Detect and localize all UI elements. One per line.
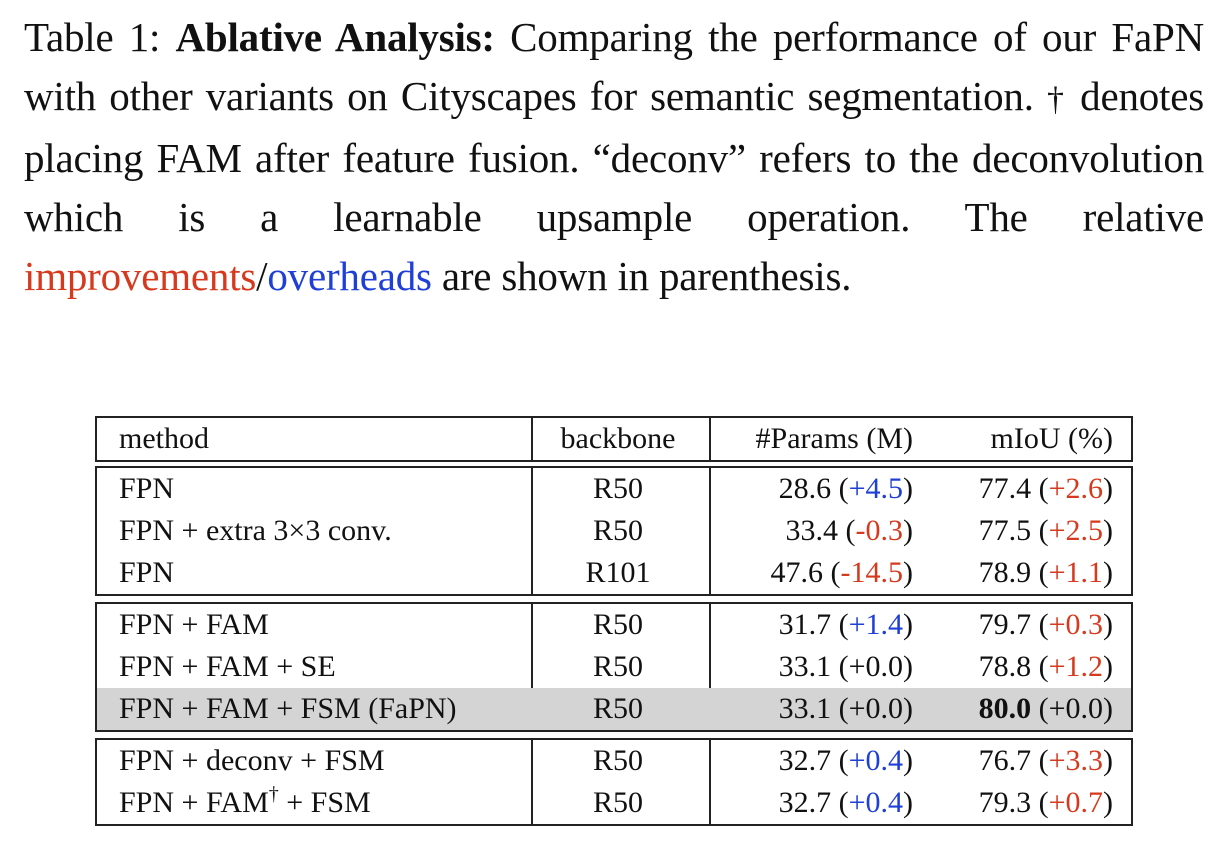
table-group-2: FPN + FAM R50 31.7 (+1.4) 79.7 (+0.3) FP… <box>95 602 1133 732</box>
miou-delta: +2.5 <box>1048 514 1103 547</box>
cell-method: FPN + FAM† + FSM <box>119 783 371 819</box>
caption-slash: / <box>256 253 268 299</box>
cell-method: FPN <box>119 556 175 589</box>
header-params: #Params (M) <box>755 422 913 455</box>
caption-dagger: † <box>1046 81 1067 118</box>
best-miou: 80.0 <box>978 692 1032 725</box>
miou-delta: +0.7 <box>1048 786 1103 819</box>
table-row: FPN + FAM† + FSM R50 32.7 (+0.4) 79.3 (+… <box>97 782 1131 824</box>
table-header: method backbone #Params (M) mIoU (%) <box>95 416 1133 462</box>
header-miou: mIoU (%) <box>990 422 1113 455</box>
table-caption: Table 1: Ablative Analysis: Comparing th… <box>24 8 1204 306</box>
caption-text-2: denotes placing FAM after feature fusion… <box>24 73 1204 240</box>
miou-delta: +0.0 <box>1048 692 1103 725</box>
miou-delta: +0.3 <box>1048 608 1103 641</box>
cell-params: 47.6 (-14.5) <box>770 556 914 589</box>
cell-method: FPN <box>119 472 175 505</box>
cell-miou: 78.8 (+1.2) <box>978 650 1113 683</box>
caption-bold-title: Ablative Analysis: <box>175 14 495 60</box>
cell-backbone: R50 <box>592 472 643 505</box>
params-delta: -14.5 <box>840 556 904 589</box>
caption-text-3: are shown in parenthesis. <box>431 253 852 299</box>
cell-method: FPN + deconv + FSM <box>119 744 385 777</box>
miou-delta: +1.2 <box>1048 650 1103 683</box>
header-backbone: backbone <box>560 422 676 455</box>
params-delta: +4.5 <box>848 472 903 505</box>
table-row: FPN R101 47.6 (-14.5) 78.9 (+1.1) <box>97 552 1131 594</box>
caption-overheads: overheads <box>267 253 432 299</box>
cell-backbone: R50 <box>592 692 643 725</box>
cell-method: FPN + FAM + SE <box>119 650 336 683</box>
cell-method: FPN + extra 3×3 conv. <box>119 514 392 547</box>
cell-backbone: R50 <box>592 650 643 683</box>
caption-text-1: Comparing the performance of our FaPN wi… <box>24 14 1204 119</box>
cell-params: 31.7 (+1.4) <box>778 608 913 641</box>
miou-delta: +2.6 <box>1048 472 1103 505</box>
cell-params: 32.7 (+0.4) <box>778 786 913 819</box>
table-row: FPN + FAM R50 31.7 (+1.4) 79.7 (+0.3) <box>97 604 1131 646</box>
params-delta: +0.4 <box>848 744 903 777</box>
cell-backbone: R50 <box>592 744 643 777</box>
cell-miou: 80.0 (+0.0) <box>978 692 1113 725</box>
table-row-highlighted: FPN + FAM + FSM (FaPN) R50 33.1 (+0.0) 8… <box>97 688 1131 730</box>
caption-improvements: improvements <box>24 253 257 299</box>
cell-method: FPN + FAM + FSM (FaPN) <box>119 692 457 725</box>
params-delta: +0.0 <box>848 692 903 725</box>
params-delta: +1.4 <box>848 608 903 641</box>
cell-miou: 77.4 (+2.6) <box>978 472 1113 505</box>
cell-backbone: R101 <box>585 556 651 589</box>
cell-params: 33.1 (+0.0) <box>778 650 913 683</box>
caption-prefix: Table 1: <box>24 14 176 60</box>
cell-method: FPN + FAM <box>119 608 269 641</box>
dagger-superscript: † <box>268 783 279 805</box>
table-group-3: FPN + deconv + FSM R50 32.7 (+0.4) 76.7 … <box>95 738 1133 826</box>
cell-miou: 79.7 (+0.3) <box>978 608 1113 641</box>
params-delta: +0.0 <box>848 650 903 683</box>
cell-params: 33.1 (+0.0) <box>778 692 913 725</box>
miou-delta: +1.1 <box>1048 556 1103 589</box>
miou-delta: +3.3 <box>1048 744 1103 777</box>
table-row: FPN + deconv + FSM R50 32.7 (+0.4) 76.7 … <box>97 740 1131 782</box>
cell-miou: 76.7 (+3.3) <box>978 744 1113 777</box>
cell-params: 33.4 (-0.3) <box>785 514 914 547</box>
cell-miou: 78.9 (+1.1) <box>978 556 1113 589</box>
table-row: FPN R50 28.6 (+4.5) 77.4 (+2.6) <box>97 468 1131 510</box>
cell-backbone: R50 <box>592 786 643 819</box>
cell-backbone: R50 <box>592 608 643 641</box>
table-group-1: FPN R50 28.6 (+4.5) 77.4 (+2.6) FPN + ex… <box>95 466 1133 596</box>
header-method: method <box>119 422 209 455</box>
cell-miou: 79.3 (+0.7) <box>978 786 1113 819</box>
table-row: FPN + extra 3×3 conv. R50 33.4 (-0.3) 77… <box>97 510 1131 552</box>
cell-params: 28.6 (+4.5) <box>778 472 913 505</box>
params-delta: +0.4 <box>848 786 903 819</box>
table-row: FPN + FAM + SE R50 33.1 (+0.0) 78.8 (+1.… <box>97 646 1131 688</box>
params-delta: -0.3 <box>855 514 904 547</box>
cell-params: 32.7 (+0.4) <box>778 744 913 777</box>
cell-miou: 77.5 (+2.5) <box>978 514 1113 547</box>
cell-backbone: R50 <box>592 514 643 547</box>
